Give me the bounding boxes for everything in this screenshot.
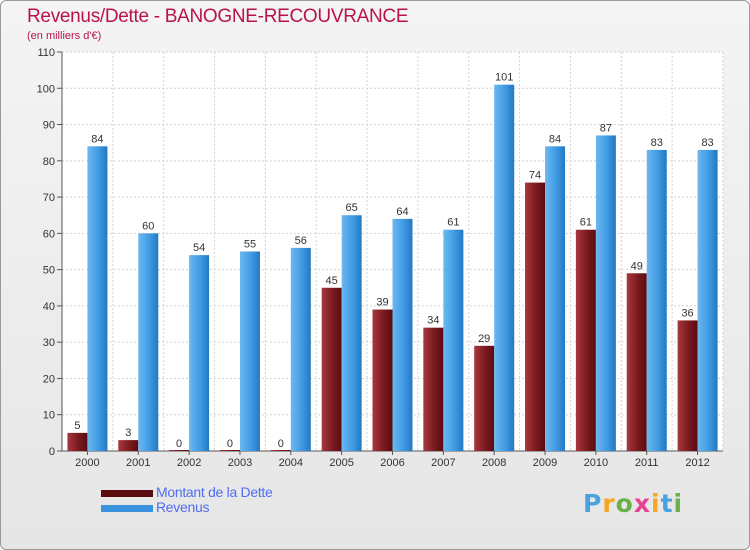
legend-label-revenus: Revenus xyxy=(156,499,210,515)
data-label: 64 xyxy=(396,206,408,218)
legend-swatch-revenus xyxy=(101,505,153,512)
data-label: 29 xyxy=(478,333,490,345)
bar-revenus xyxy=(697,149,718,451)
data-label: 49 xyxy=(631,260,643,272)
bar-dette xyxy=(423,327,444,451)
bar-dette xyxy=(677,320,698,451)
x-tick-label: 2009 xyxy=(533,457,557,469)
data-label: 34 xyxy=(427,315,439,327)
y-tick-label: 80 xyxy=(43,156,55,168)
data-label: 61 xyxy=(580,217,592,229)
data-label: 0 xyxy=(278,438,284,450)
data-label: 65 xyxy=(346,202,358,214)
data-label: 83 xyxy=(701,137,713,149)
bar-dette xyxy=(118,440,139,451)
bar-revenus xyxy=(595,135,616,451)
y-tick-label: 70 xyxy=(43,192,55,204)
legend-swatch-dette xyxy=(101,490,153,497)
x-tick-label: 2012 xyxy=(685,457,709,469)
logo-letter: x xyxy=(633,489,651,518)
data-label: 61 xyxy=(447,217,459,229)
bar-revenus xyxy=(138,233,159,451)
data-label: 74 xyxy=(529,170,541,182)
data-label: 54 xyxy=(193,242,205,254)
data-label: 84 xyxy=(549,133,561,145)
chart-subtitle: (en milliers d'€) xyxy=(27,30,102,42)
data-label: 55 xyxy=(244,239,256,251)
x-tick-label: 2002 xyxy=(177,457,201,469)
bar-revenus xyxy=(443,229,464,451)
bar-revenus xyxy=(189,255,210,451)
y-tick-label: 60 xyxy=(43,228,55,240)
logo-letter: i xyxy=(651,489,661,518)
proxiti-logo: Proxiti xyxy=(583,489,683,518)
bar-revenus xyxy=(87,146,108,452)
bar-revenus xyxy=(545,146,566,452)
bar-revenus xyxy=(290,247,311,451)
bar-revenus xyxy=(392,218,413,451)
x-tick-label: 2004 xyxy=(279,457,303,469)
x-tick-label: 2003 xyxy=(228,457,252,469)
logo-letter: i xyxy=(673,489,684,518)
legend-label-dette: Montant de la Dette xyxy=(156,484,273,500)
bar-revenus xyxy=(494,84,515,452)
x-tick-label: 2001 xyxy=(126,457,150,469)
y-tick-label: 110 xyxy=(37,47,55,59)
data-label: 87 xyxy=(600,122,612,134)
data-label: 56 xyxy=(295,235,307,247)
x-tick-label: 2007 xyxy=(431,457,455,469)
data-label: 83 xyxy=(651,137,663,149)
logo-letter: r xyxy=(602,489,616,518)
x-tick-label: 2006 xyxy=(380,457,404,469)
y-tick-label: 100 xyxy=(37,83,55,95)
data-label: 36 xyxy=(681,307,693,319)
x-tick-label: 2005 xyxy=(329,457,353,469)
data-label: 84 xyxy=(91,133,103,145)
data-label: 0 xyxy=(227,438,233,450)
bar-revenus xyxy=(341,215,362,451)
bar-dette xyxy=(270,450,291,451)
y-tick-label: 90 xyxy=(43,120,55,132)
bar-dette xyxy=(169,450,190,451)
bar-dette xyxy=(219,450,240,451)
x-tick-label: 2011 xyxy=(635,457,659,469)
bar-dette xyxy=(575,229,596,451)
data-label: 0 xyxy=(176,438,182,450)
y-tick-label: 0 xyxy=(49,446,55,458)
bar-layer xyxy=(67,84,718,452)
data-label: 5 xyxy=(74,420,80,432)
y-tick-label: 20 xyxy=(43,373,55,385)
y-tick-label: 40 xyxy=(43,301,55,313)
bar-revenus xyxy=(646,149,667,451)
x-tick-label: 2010 xyxy=(584,457,608,469)
bar-dette xyxy=(626,273,647,451)
y-tick-label: 50 xyxy=(43,265,55,277)
x-tick-label: 2000 xyxy=(75,457,99,469)
y-tick-label: 30 xyxy=(43,337,55,349)
label-layer: 5 84 3 60 0 54 0 55 0 56 45 65 39 64 34 61 29 101 74 84 61 87… xyxy=(74,72,713,450)
data-label: 39 xyxy=(376,297,388,309)
bar-revenus xyxy=(239,251,260,451)
bar-dette xyxy=(321,287,342,451)
bar-dette xyxy=(372,309,393,451)
logo-letter: t xyxy=(660,489,674,518)
data-label: 45 xyxy=(326,275,338,287)
x-tick-label: 2008 xyxy=(482,457,506,469)
bar-dette xyxy=(474,345,495,451)
data-label: 3 xyxy=(125,427,131,439)
bar-dette xyxy=(525,182,546,451)
bar-dette xyxy=(67,432,88,451)
data-label: 60 xyxy=(142,220,154,232)
logo-letter: P xyxy=(583,489,603,518)
logo-letter: o xyxy=(615,489,634,518)
data-label: 101 xyxy=(495,72,513,84)
y-tick-label: 10 xyxy=(43,410,55,422)
chart-title: Revenus/Dette - BANOGNE-RECOUVRANCE xyxy=(27,6,409,27)
